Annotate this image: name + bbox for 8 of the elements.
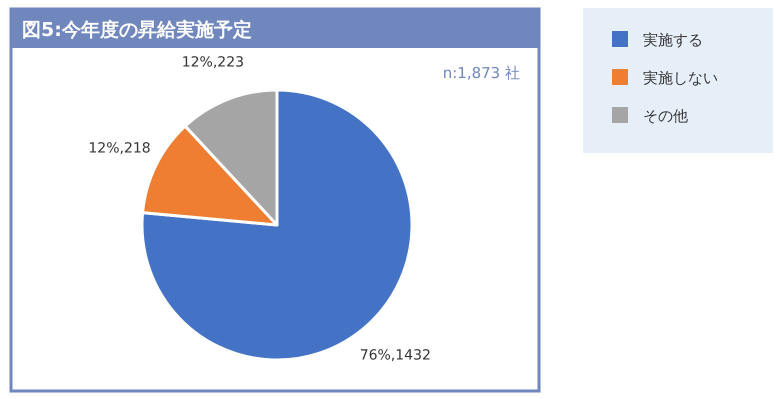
data-label: 12%,223 bbox=[182, 54, 244, 71]
text: 図5:今年度の昇給実施予定 bbox=[22, 19, 252, 41]
legend-label: 実施する bbox=[643, 31, 703, 49]
data-label: 76%,1432 bbox=[360, 348, 431, 364]
data-label: 12%,218 bbox=[88, 140, 151, 157]
legend-label: 実施しない bbox=[643, 69, 718, 87]
legend-label: その他 bbox=[643, 107, 688, 125]
text: n:1,873 社 bbox=[442, 64, 520, 82]
